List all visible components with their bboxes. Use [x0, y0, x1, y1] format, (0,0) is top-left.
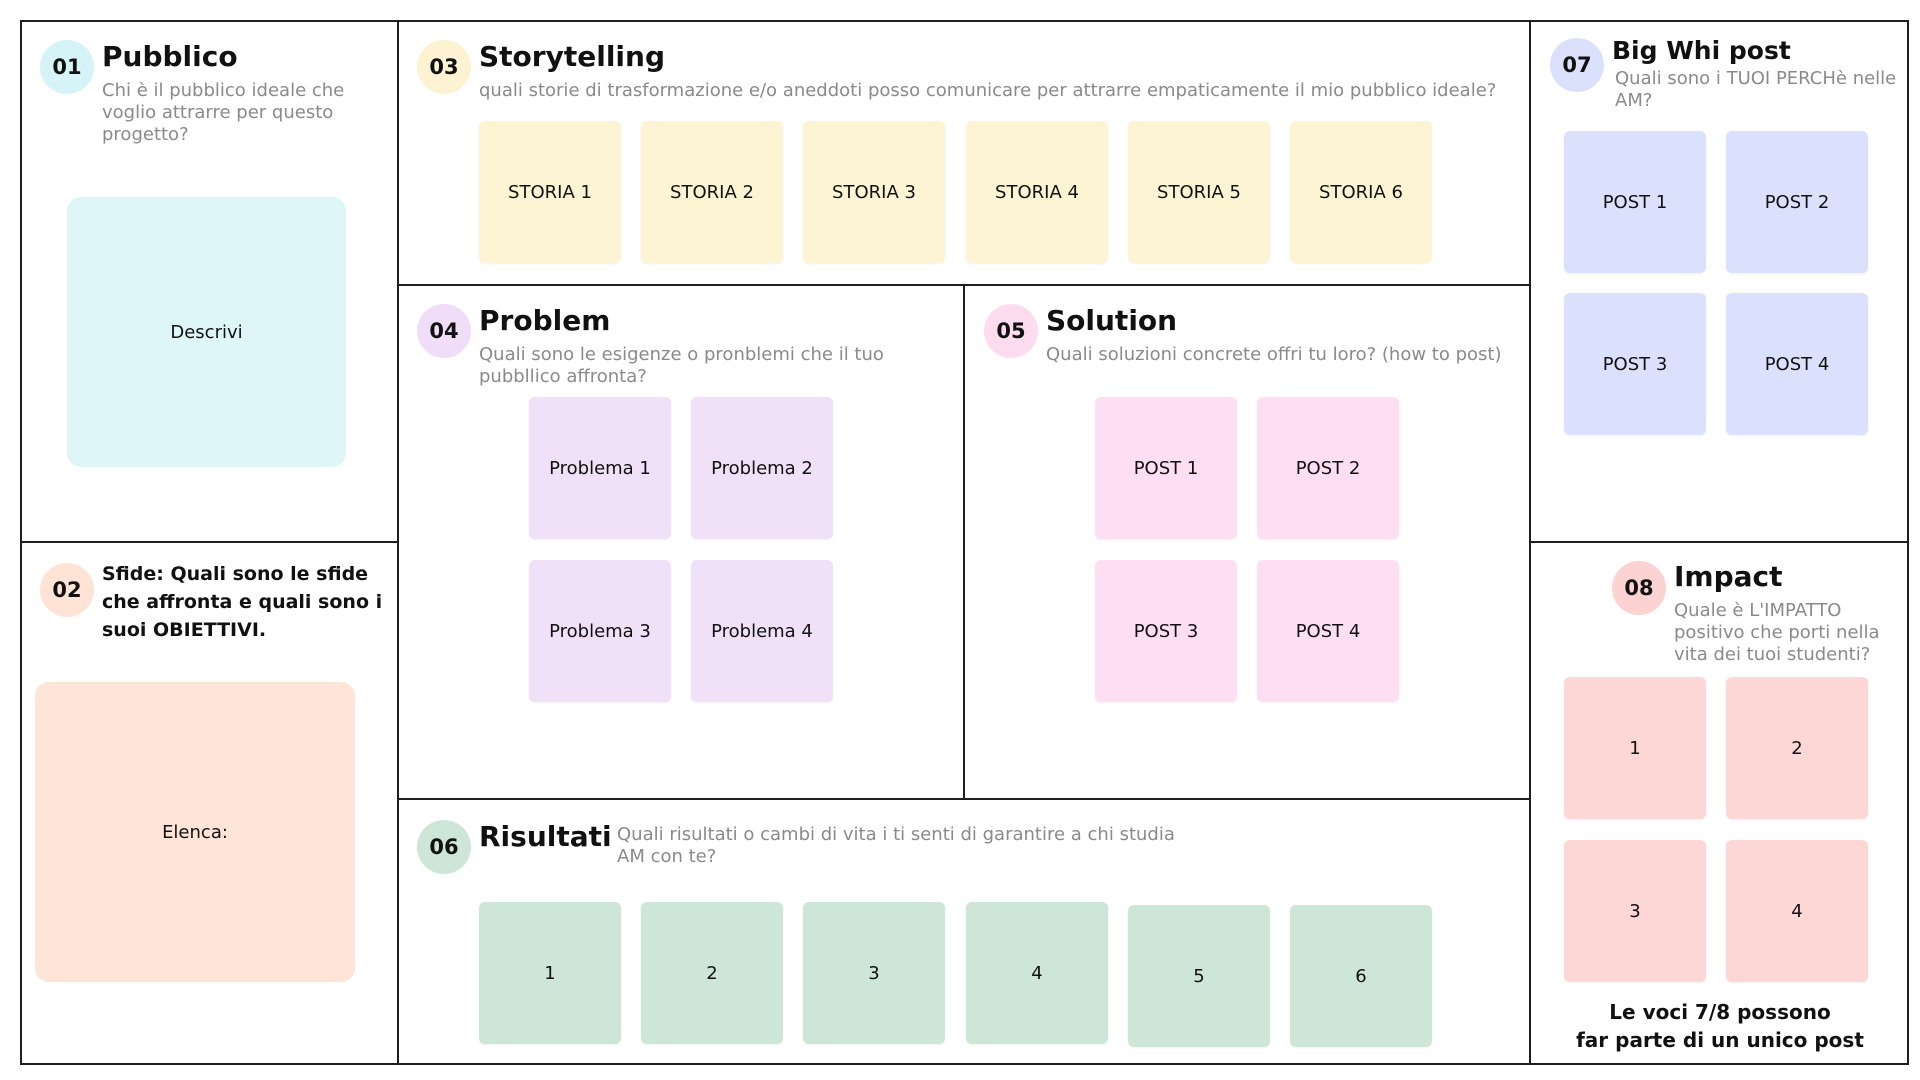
section-number: 01 [40, 40, 94, 94]
sticky-note[interactable]: 3 [1564, 840, 1706, 982]
sticky-note[interactable]: 5 [1128, 905, 1270, 1047]
footer-note: Le voci 7/8 possono far parte di un unic… [1531, 998, 1909, 1054]
sticky-note[interactable]: STORIA 4 [966, 121, 1108, 263]
section-number: 08 [1612, 561, 1666, 615]
sticky-note[interactable]: POST 2 [1726, 131, 1868, 273]
divider [397, 284, 1531, 286]
section-description: quali storie di trasformazione e/o anedd… [479, 80, 1497, 101]
section-description: Sfide: Quali sono le sfide che affronta … [102, 563, 383, 641]
sticky-note[interactable]: POST 1 [1095, 397, 1237, 539]
section-description: Quali soluzioni concrete offri tu loro? … [1046, 344, 1502, 365]
sticky-note[interactable]: STORIA 6 [1290, 121, 1432, 263]
sticky-note[interactable]: POST 4 [1726, 293, 1868, 435]
section-description: Quale è L'IMPATTO positivo che porti nel… [1674, 600, 1880, 665]
footer-line: Le voci 7/8 possono [1609, 1000, 1831, 1024]
section-number: 03 [417, 40, 471, 94]
sticky-note[interactable]: 4 [1726, 840, 1868, 982]
section-title: Pubblico [102, 40, 238, 73]
section-title: Impact [1674, 560, 1783, 593]
sticky-note[interactable]: STORIA 1 [479, 121, 621, 263]
footer-line: far parte di un unico post [1576, 1028, 1864, 1052]
sticky-note[interactable]: POST 3 [1095, 560, 1237, 702]
sticky-note[interactable]: 6 [1290, 905, 1432, 1047]
sticky-note[interactable]: 1 [1564, 677, 1706, 819]
section-number: 05 [984, 304, 1038, 358]
section-number: 02 [40, 563, 94, 617]
sticky-note[interactable]: Problema 3 [529, 560, 671, 702]
sticky-note[interactable]: Problema 2 [691, 397, 833, 539]
sticky-note[interactable]: 1 [479, 902, 621, 1044]
divider [20, 541, 399, 543]
sticky-note[interactable]: 2 [641, 902, 783, 1044]
sticky-note[interactable]: 3 [803, 902, 945, 1044]
section-description: Quali sono i TUOI PERCHè nelle AM? [1615, 68, 1897, 111]
sticky-note[interactable]: 4 [966, 902, 1108, 1044]
section-title: Solution [1046, 304, 1178, 337]
section-title: Storytelling [479, 40, 665, 73]
sticky-note[interactable]: POST 4 [1257, 560, 1399, 702]
section-description: Quali sono le esigenze o pronblemi che i… [479, 344, 884, 387]
section-title: Big Whi post [1612, 36, 1791, 65]
sticky-note[interactable]: Elenca: [35, 682, 355, 982]
divider [1529, 541, 1909, 543]
sticky-note[interactable]: POST 3 [1564, 293, 1706, 435]
divider [963, 285, 965, 800]
section-description: Chi è il pubblico ideale che voglio attr… [102, 80, 345, 145]
section-title: Problem [479, 304, 611, 337]
section-number: 04 [417, 304, 471, 358]
sticky-note[interactable]: Descrivi [67, 197, 346, 467]
section-number: 07 [1550, 38, 1604, 92]
section-description: Quali risultati o cambi di vita i ti sen… [617, 824, 1175, 867]
sticky-note[interactable]: STORIA 3 [803, 121, 945, 263]
section-number: 06 [417, 820, 471, 874]
sticky-note[interactable]: 2 [1726, 677, 1868, 819]
section-title: Risultati [479, 820, 612, 853]
sticky-note[interactable]: STORIA 2 [641, 121, 783, 263]
sticky-note[interactable]: STORIA 5 [1128, 121, 1270, 263]
sticky-note[interactable]: POST 2 [1257, 397, 1399, 539]
divider [397, 798, 1531, 800]
sticky-note[interactable]: POST 1 [1564, 131, 1706, 273]
sticky-note[interactable]: Problema 1 [529, 397, 671, 539]
sticky-note[interactable]: Problema 4 [691, 560, 833, 702]
